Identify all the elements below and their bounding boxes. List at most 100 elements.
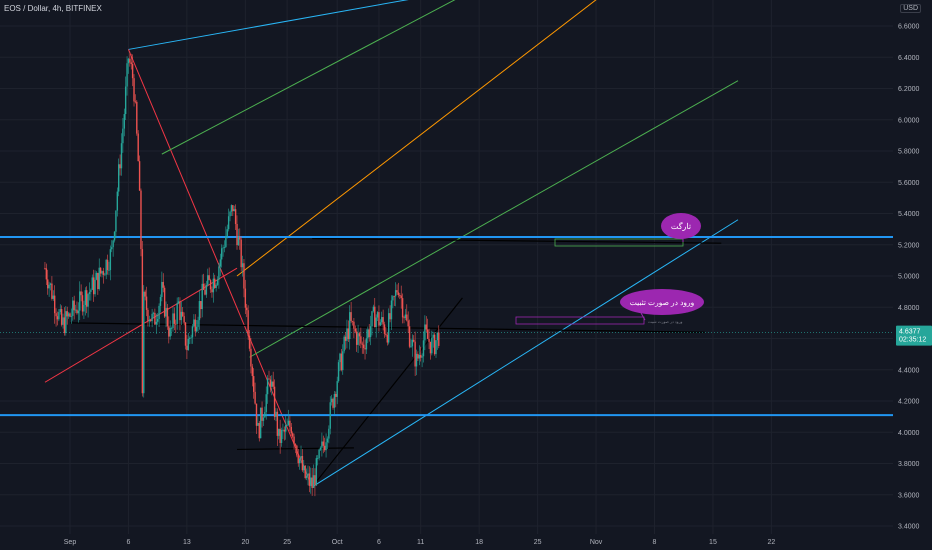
candle-body-44	[105, 259, 107, 275]
candle-body-182	[297, 455, 299, 464]
y-tick-8: 5.0000	[898, 274, 920, 281]
entry-pointer	[640, 312, 646, 321]
candle-body-172	[283, 429, 286, 432]
candle-body-198	[319, 447, 322, 450]
candle-body-77	[151, 313, 153, 322]
candle-body-2	[47, 279, 49, 289]
trend-line-5[interactable]	[249, 80, 739, 358]
candle-body-54	[119, 164, 121, 169]
candle-body-247	[387, 313, 390, 343]
candle-body-92	[172, 313, 174, 329]
entry-note: ورود در صورت تثبیت	[630, 298, 695, 307]
candle-body-270	[420, 354, 422, 358]
candle-body-5	[51, 283, 53, 299]
candle-body-18	[69, 313, 71, 317]
candle-body-133	[229, 211, 231, 217]
trend-line-4[interactable]	[236, 0, 613, 277]
candle-body-74	[147, 309, 149, 322]
time-axis-bg	[0, 534, 893, 550]
candle-body-222	[353, 321, 355, 329]
entry-box[interactable]	[515, 316, 645, 325]
candle-body-122	[214, 278, 216, 289]
candle-body-43	[104, 274, 106, 276]
candle-body-213	[340, 353, 343, 371]
annotations[interactable]: تارگت ورود در صورت تثبیت ورود در صورت تث…	[515, 213, 704, 325]
candle-body-162	[269, 379, 272, 387]
candle-body-193	[312, 475, 315, 488]
candle-body-184	[300, 456, 302, 459]
candle-body-19	[70, 315, 73, 317]
candle-body-46	[108, 270, 110, 271]
candle-body-60	[127, 58, 130, 64]
candle-body-23	[76, 309, 78, 314]
candle-body-155	[259, 407, 262, 439]
candle-body-149	[251, 366, 254, 377]
candle-body-101	[184, 322, 187, 346]
y-tick-3: 6.0000	[898, 117, 920, 124]
candle-body-66	[136, 101, 138, 134]
candle-body-236	[372, 306, 375, 312]
candle-body-243	[382, 317, 384, 325]
candle-body-240	[378, 312, 380, 326]
candle-body-266	[414, 341, 416, 367]
entry-small-note: ورود در صورت تثبیت	[648, 319, 683, 324]
candle-body-53	[118, 164, 120, 192]
last-price-tag: 4.6377 02:35:12	[896, 325, 932, 346]
candle-body-51	[115, 210, 117, 232]
candle-body-174	[286, 424, 288, 426]
candle-body-84	[161, 281, 163, 298]
trend-line-7[interactable]	[311, 297, 463, 488]
time-axis[interactable]: Sep 6 13 20 25 Oct 6 11 18 25 Nov 8 15 22	[0, 534, 893, 550]
candle-body-189	[307, 473, 309, 476]
trend-line-0[interactable]	[128, 0, 479, 50]
candle-body-110	[197, 320, 199, 327]
candle-body-152	[255, 403, 258, 426]
candle-body-38	[97, 272, 99, 290]
candle-body-1	[45, 268, 48, 280]
price-axis[interactable]: 6.6000 6.4000 6.2000 6.0000 5.8000 5.6000 5.40…	[893, 0, 932, 550]
candle-body-67	[137, 133, 139, 162]
candle-body-202	[325, 442, 327, 451]
candle-body-98	[180, 311, 183, 321]
candle-body-25	[79, 291, 81, 311]
trend-line-3[interactable]	[161, 0, 479, 155]
horizontal-levels[interactable]	[0, 235, 893, 417]
candle-body-214	[342, 351, 344, 371]
candle-body-224	[355, 331, 358, 345]
candle-body-158	[264, 412, 266, 418]
candle-body-28	[83, 304, 85, 312]
candle-body-265	[413, 339, 415, 342]
candle-body-176	[289, 420, 291, 427]
entry-bubble[interactable]	[620, 289, 704, 315]
price-axis-bg	[893, 0, 932, 550]
candle-body-141	[240, 239, 242, 268]
target-bubble[interactable]	[661, 213, 701, 239]
trend-line-6[interactable]	[311, 219, 739, 488]
candle-body-88	[166, 307, 169, 327]
candle-body-91	[170, 328, 173, 329]
candle-body-137	[234, 209, 237, 224]
candle-body-111	[198, 301, 201, 321]
candle-body-9	[56, 316, 59, 320]
candle-body-128	[222, 247, 224, 249]
trend-line-9[interactable]	[312, 237, 722, 244]
target-box[interactable]	[554, 238, 684, 247]
candle-body-272	[422, 340, 425, 357]
candle-body-12	[60, 309, 63, 325]
candle-body-123	[215, 284, 217, 289]
candle-body-27	[81, 295, 84, 312]
candle-body-75	[148, 320, 151, 322]
candle-body-78	[152, 312, 155, 314]
candle-body-201	[323, 445, 326, 451]
candle-body-163	[271, 381, 273, 387]
currency-label[interactable]: USD	[900, 4, 921, 13]
candle-body-70	[141, 249, 144, 394]
candle-body-249	[390, 300, 393, 320]
candle-body-114	[202, 283, 205, 290]
y-tick-12: 4.2000	[898, 399, 920, 406]
y-tick-6: 5.4000	[898, 211, 920, 218]
candle-body-262	[408, 326, 411, 347]
candle-body-260	[406, 314, 408, 321]
candle-body-83	[159, 297, 162, 306]
